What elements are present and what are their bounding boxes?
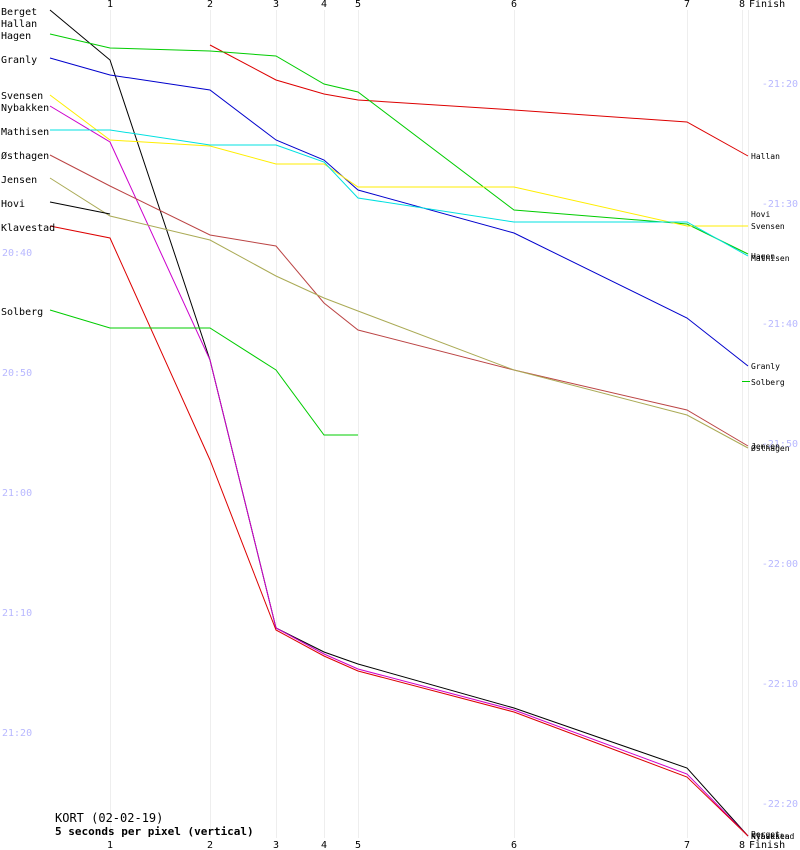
runner-name-right-hagen: Hagen (751, 252, 775, 261)
y-tick-left-21:10: 21:10 (2, 608, 32, 619)
y-tick-right-21:30: -21:30 (762, 199, 798, 210)
runner-name-left-hovi: Hovi (1, 199, 25, 210)
control-gridlines (50, 10, 749, 838)
runner-name-left-granly: Granly (1, 55, 37, 66)
series-line-hallan (209, 44, 749, 157)
plot-area (50, 10, 748, 838)
series-line-hagen (49, 33, 749, 255)
runner-name-left-nybakken: Nybakken (1, 103, 49, 114)
control-label-top-5: 5 (355, 0, 361, 10)
control-label-bottom-6: 6 (511, 840, 517, 850)
runner-name-left-mathisen: Mathisen (1, 127, 49, 138)
series-line-svensen (49, 94, 748, 227)
runner-name-right-solberg: Solberg (751, 378, 785, 387)
control-label-top-6: 6 (511, 0, 517, 10)
chart-title: KORT (02-02-19) (55, 811, 163, 825)
control-label-top-4: 4 (321, 0, 327, 10)
runner-name-left-jensen: Jensen (1, 175, 37, 186)
y-tick-right-22:20: -22:20 (762, 799, 798, 810)
control-label-top-3: 3 (273, 0, 279, 10)
y-ticks-left: 20:40 20:50 21:00 21:10 21:20 (2, 248, 32, 739)
control-label-bottom-3: 3 (273, 840, 279, 850)
control-label-bottom-8: 8 (739, 840, 745, 850)
y-tick-right-21:50: -21:50 (762, 439, 798, 450)
runner-name-right-granly: Granly (751, 362, 780, 371)
control-label-bottom-7: 7 (684, 840, 690, 850)
series-line-mathisen (50, 129, 749, 257)
runner-name-right-mathisen: Mathisen (751, 254, 790, 263)
series-line-hovi (49, 201, 111, 215)
runner-name-left-solberg: Solberg (1, 307, 43, 318)
control-label-bottom-4: 4 (321, 840, 327, 850)
control-label-top-2: 2 (207, 0, 213, 10)
control-labels-top: 1 2 3 4 5 6 7 8 Finish (107, 0, 785, 10)
series-line-berget (49, 9, 749, 837)
runner-name-left-svensen: Svensen (1, 91, 43, 102)
series-line-klavestad (49, 225, 749, 837)
y-tick-left-21:20: 21:20 (2, 728, 32, 739)
runner-name-left-berget: Berget (1, 7, 37, 18)
series-line-østhagen (49, 154, 749, 447)
runner-name-left-hallan: Hallan (1, 19, 37, 30)
y-ticks-right: -21:20 -21:30 -21:40 -21:50 -22:00 -22:10 -22:… (762, 79, 798, 810)
series-lines (49, 9, 749, 837)
y-tick-left-21:00: 21:00 (2, 488, 32, 499)
control-label-bottom-5: 5 (355, 840, 361, 850)
y-tick-right-21:20: -21:20 (762, 79, 798, 90)
runner-name-right-østhagen: Østhagen (751, 443, 790, 453)
y-tick-left-20:50: 20:50 (2, 368, 32, 379)
scale-note: 5 seconds per pixel (vertical) (55, 825, 254, 838)
runner-name-right-hovi: Hovi (751, 210, 770, 219)
control-label-bottom-1: 1 (107, 840, 113, 850)
runner-name-right-berget: Berget (751, 830, 780, 839)
series-line-nybakken (49, 105, 749, 837)
control-labels-bottom: 1 2 3 4 5 6 7 8 Finish (107, 840, 785, 850)
series-line-solberg (49, 309, 358, 436)
runner-name-left-østhagen: Østhagen (1, 150, 49, 162)
y-tick-right-22:10: -22:10 (762, 679, 798, 690)
series-line-jensen (49, 177, 749, 449)
control-label-top-finish: Finish (749, 0, 785, 10)
control-label-top-7: 7 (684, 0, 690, 10)
runner-name-right-hallan: Hallan (751, 152, 780, 161)
control-label-bottom-2: 2 (207, 840, 213, 850)
control-label-bottom-finish: Finish (749, 840, 785, 850)
runner-name-right-klavestad: Klavestad (751, 832, 795, 841)
y-tick-right-21:40: -21:40 (762, 319, 798, 330)
runner-name-right-jensen: Jensen (751, 442, 780, 451)
series-line-granly (49, 57, 749, 367)
control-label-top-1: 1 (107, 0, 113, 10)
runner-name-right-svensen: Svensen (751, 222, 785, 231)
runner-name-right-nybakken: Nybakken (751, 832, 790, 841)
y-tick-left-20:40: 20:40 (2, 248, 32, 259)
runner-name-left-klavestad: Klavestad (1, 223, 55, 234)
control-label-top-8: 8 (739, 0, 745, 10)
runner-name-left-hagen: Hagen (1, 31, 31, 42)
y-tick-right-22:00: -22:00 (762, 559, 798, 570)
